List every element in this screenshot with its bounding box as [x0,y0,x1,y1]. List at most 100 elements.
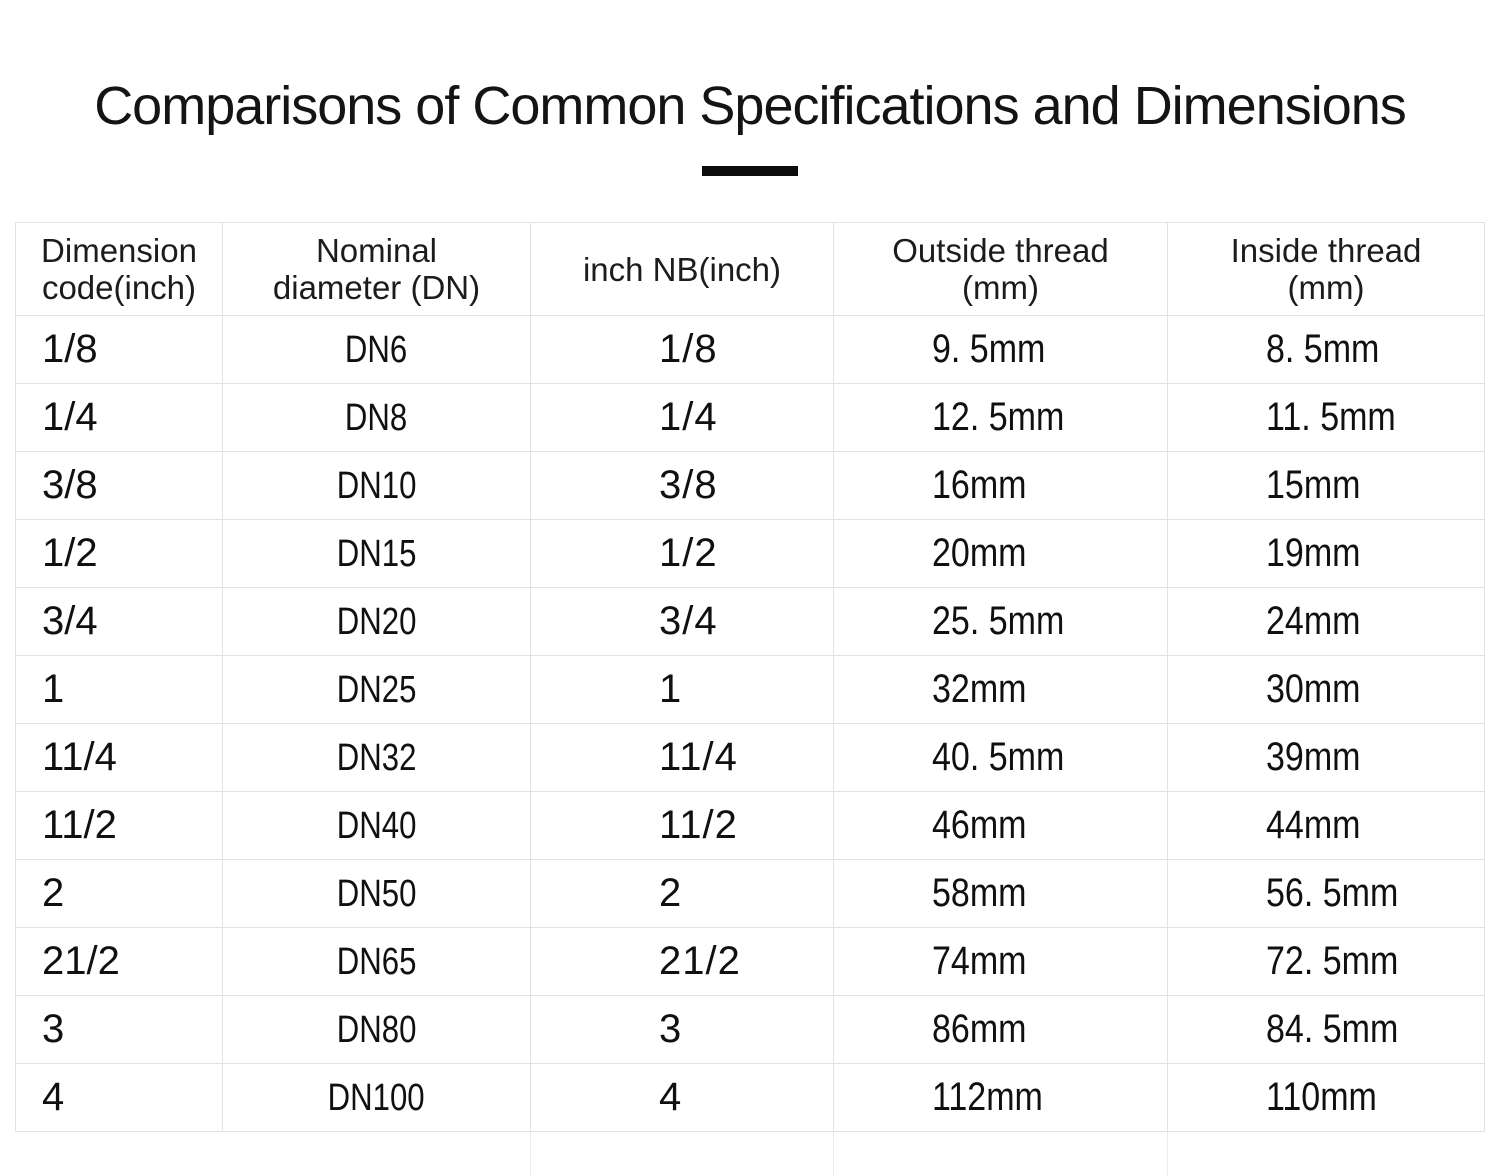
cell-nominal-diameter: DN50 [223,860,531,928]
cell-value: 19mm [1266,531,1360,576]
cell-value: 46mm [932,803,1026,848]
cell-value: 39mm [1266,735,1360,780]
cell-value: 2 [659,871,682,915]
cell-outside-thread: 16mm [834,452,1168,520]
table-row: 3/8 DN10 3/8 16mm 15mm [16,452,1485,520]
cell-value: 20mm [932,531,1026,576]
cell-nominal-diameter: DN10 [223,452,531,520]
cell-dimension-code: 1/4 [16,384,223,452]
cell-nominal-diameter: DN40 [223,792,531,860]
column-header-dimension-code: Dimension code(inch) [16,223,223,316]
cell-dimension-code: 11/4 [16,724,223,792]
specifications-table: Dimension code(inch) Nominal diameter (D… [15,222,1485,1176]
cell-nominal-diameter: DN15 [223,520,531,588]
cell-value: 58mm [932,871,1026,916]
cell-outside-thread: 32mm [834,656,1168,724]
table-row: 1/4 DN8 1/4 12. 5mm 11. 5mm [16,384,1485,452]
table-row: 11/2 DN40 11/2 46mm 44mm [16,792,1485,860]
column-header-inch-nb: inch NB(inch) [531,223,834,316]
cell-outside-thread: 40. 5mm [834,724,1168,792]
cell-value: 1/2 [659,531,718,575]
header-line: diameter (DN) [223,269,530,306]
cell-dimension-code: 1 [16,656,223,724]
cell-value: 15mm [1266,463,1360,508]
cell-dimension-code: 4 [16,1064,223,1132]
cell-inside-thread: 8. 5mm [1168,316,1485,384]
cell-nominal-diameter: DN32 [223,724,531,792]
cell-outside-thread: 58mm [834,860,1168,928]
cell-inch-nb: 3/4 [531,588,834,656]
cell-value: 11. 5mm [1266,395,1396,440]
cell-value: DN6 [345,329,407,372]
header-row: Dimension code(inch) Nominal diameter (D… [16,223,1485,316]
cell-dimension-code: 11/2 [16,792,223,860]
table-row: 3/4 DN20 3/4 25. 5mm 24mm [16,588,1485,656]
cell-value: 30mm [1266,667,1360,712]
cell-value: DN65 [337,941,417,984]
cell-inside-thread: 44mm [1168,792,1485,860]
cell-value: 8. 5mm [1266,327,1379,372]
cell-nominal-diameter: DN8 [223,384,531,452]
cell-inch-nb: 21/2 [531,928,834,996]
table-row: 1 DN25 1 32mm 30mm [16,656,1485,724]
cell-dimension-code: 3/4 [16,588,223,656]
cell-value: 1 [659,667,682,711]
cell-value: 11/4 [659,735,738,779]
clipped-cell [531,1132,834,1176]
cell-dimension-code: 1/2 [16,520,223,588]
cell-value: 16mm [932,463,1026,508]
cell-inch-nb: 1/4 [531,384,834,452]
title-underline-bar [702,166,798,176]
cell-outside-thread: 12. 5mm [834,384,1168,452]
cell-dimension-code: 3/8 [16,452,223,520]
clipped-cell [223,1132,531,1176]
cell-nominal-diameter: DN100 [223,1064,531,1132]
cell-dimension-code: 3 [16,996,223,1064]
cell-inside-thread: 24mm [1168,588,1485,656]
cell-value: DN32 [337,737,417,780]
cell-value: 9. 5mm [932,327,1045,372]
cell-inch-nb: 2 [531,860,834,928]
cell-value: DN8 [345,397,407,440]
cell-inside-thread: 110mm [1168,1064,1485,1132]
cell-outside-thread: 20mm [834,520,1168,588]
header-line: code(inch) [16,269,222,306]
table-row: 21/2 DN65 21/2 74mm 72. 5mm [16,928,1485,996]
cell-inch-nb: 11/4 [531,724,834,792]
cell-value: 44mm [1266,803,1360,848]
cell-value: 21/2 [659,939,741,983]
cell-value: DN50 [337,873,417,916]
cell-value: 11/2 [659,803,738,847]
column-header-inside-thread: Inside thread (mm) [1168,223,1485,316]
cell-value: 84. 5mm [1266,1007,1398,1052]
cell-dimension-code: 1/8 [16,316,223,384]
table-row: 11/4 DN32 11/4 40. 5mm 39mm [16,724,1485,792]
cell-value: DN25 [337,669,417,712]
cell-value: 86mm [932,1007,1026,1052]
cell-nominal-diameter: DN25 [223,656,531,724]
cell-value: 3 [659,1007,682,1051]
cell-value: 1/8 [659,327,718,371]
cell-inch-nb: 3/8 [531,452,834,520]
cell-outside-thread: 86mm [834,996,1168,1064]
clipped-cell [834,1132,1168,1176]
cell-dimension-code: 21/2 [16,928,223,996]
cell-outside-thread: 46mm [834,792,1168,860]
cell-value: 112mm [932,1075,1043,1120]
cell-value: 110mm [1266,1075,1377,1120]
cell-outside-thread: 112mm [834,1064,1168,1132]
table-row: 1/2 DN15 1/2 20mm 19mm [16,520,1485,588]
cell-value: 74mm [932,939,1026,984]
cell-inside-thread: 72. 5mm [1168,928,1485,996]
cell-outside-thread: 25. 5mm [834,588,1168,656]
cell-inside-thread: 39mm [1168,724,1485,792]
cell-value: 56. 5mm [1266,871,1398,916]
clipped-empty-row [16,1132,1485,1176]
header-line: Inside thread [1168,232,1484,269]
cell-inside-thread: 11. 5mm [1168,384,1485,452]
cell-inch-nb: 1/2 [531,520,834,588]
header-line: Dimension [16,232,222,269]
cell-nominal-diameter: DN80 [223,996,531,1064]
cell-value: DN10 [337,465,417,508]
cell-value: DN15 [337,533,417,576]
